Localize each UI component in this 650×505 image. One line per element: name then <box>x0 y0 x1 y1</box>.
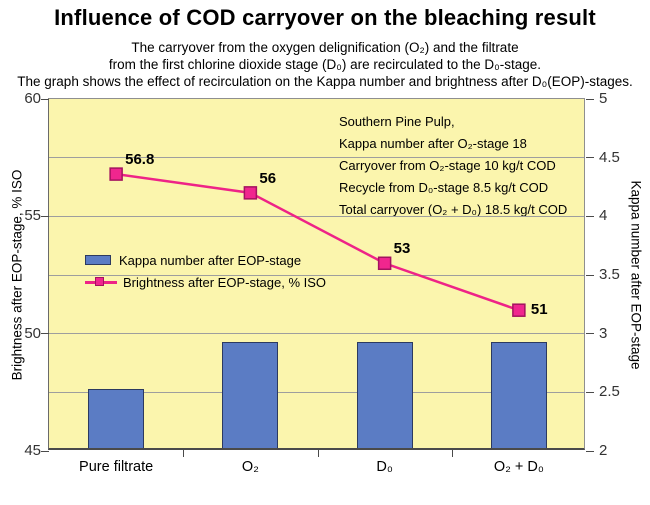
gridline <box>49 157 584 159</box>
legend: Kappa number after EOP-stage Brightness a… <box>85 249 326 293</box>
annotation-box: Southern Pine Pulp, Kappa number after O₂… <box>339 111 567 221</box>
left-axis-tick-label: 50 <box>24 324 41 342</box>
right-axis-title: Kappa number after EOP-stage <box>628 180 644 370</box>
annotation-line: Southern Pine Pulp, <box>339 114 455 129</box>
kappa-bar <box>356 342 413 448</box>
subtitle-line: from the first chlorine dioxide stage (D… <box>108 57 542 72</box>
right-tick-mark <box>586 98 594 100</box>
x-tick-mark <box>451 450 453 457</box>
legend-line-swatch <box>85 276 117 289</box>
right-axis-tick-label: 2.5 <box>599 383 620 401</box>
subtitle-line: The graph shows the effect of recirculat… <box>17 74 633 89</box>
x-tick-mark <box>317 450 319 457</box>
left-axis-tick-label: 60 <box>24 90 41 107</box>
annotation-line: Total carryover (O₂ + D₀) 18.5 kg/t COD <box>339 202 568 217</box>
kappa-bar <box>88 389 145 448</box>
legend-label: Kappa number after EOP-stage <box>119 252 302 268</box>
subtitle-line: The carryover from the oxygen delignific… <box>131 40 519 55</box>
gridline <box>49 333 584 335</box>
right-tick-mark <box>586 274 594 276</box>
plot-area: Kappa number after EOP-stage Brightness a… <box>24 90 620 475</box>
right-axis-tick-label: 3.5 <box>599 266 620 283</box>
gridline <box>49 215 584 217</box>
x-axis-category-label: O₂ + D₀ <box>493 459 544 475</box>
right-tick-mark <box>586 333 594 335</box>
gridline <box>49 274 584 276</box>
right-tick-mark <box>586 450 594 452</box>
legend-bar-swatch <box>85 255 111 265</box>
x-axis-category-label: O₂ <box>241 459 259 475</box>
left-axis-tick-label: 55 <box>24 207 41 225</box>
annotation-line: Kappa number after O₂-stage 18 <box>339 136 527 151</box>
legend-label: Brightness after EOP-stage, % ISO <box>123 274 327 290</box>
kappa-bar <box>490 342 547 448</box>
brightness-line <box>109 167 526 317</box>
left-axis-tick-label: 45 <box>24 442 41 459</box>
legend-item: Brightness after EOP-stage, % ISO <box>85 271 326 293</box>
x-axis-category-label: Pure filtrate <box>79 459 154 475</box>
chart-subtitle: The carryover from the oxygen delignific… <box>0 39 650 90</box>
point-value-label: 56 <box>259 169 277 187</box>
brightness-point <box>109 167 123 181</box>
legend-item: Kappa number after EOP-stage <box>85 249 326 271</box>
right-tick-mark <box>586 215 594 217</box>
x-axis-category-label: D₀ <box>376 459 393 475</box>
right-axis-tick-label: 5 <box>599 90 608 107</box>
legend-line-marker <box>95 276 104 286</box>
left-tick-mark <box>41 98 49 100</box>
brightness-point <box>377 256 392 271</box>
x-tick-mark <box>183 450 185 457</box>
point-value-label: 56.8 <box>125 151 155 169</box>
left-tick-mark <box>41 450 49 452</box>
right-tick-mark <box>586 157 594 159</box>
right-axis-tick-label: 4.5 <box>599 148 620 166</box>
brightness-point <box>512 303 526 317</box>
right-axis-tick-label: 2 <box>599 442 608 459</box>
point-value-label: 53 <box>393 240 411 258</box>
kappa-bar <box>222 342 279 448</box>
right-axis-tick-label: 3 <box>599 324 608 342</box>
chart-title: Influence of COD carryover on the bleach… <box>54 5 596 30</box>
left-tick-mark <box>41 215 49 217</box>
right-tick-mark <box>586 391 594 393</box>
annotation-line: Carryover from O₂-stage 10 kg/t COD <box>339 158 556 173</box>
annotation-line: Recycle from D₀-stage 8.5 kg/t COD <box>339 180 549 195</box>
left-axis-title: Brightness after EOP-stage, % ISO <box>9 169 25 381</box>
gridline <box>49 391 584 393</box>
brightness-point <box>243 186 258 200</box>
left-tick-mark <box>41 333 49 335</box>
right-axis-tick-label: 4 <box>599 207 608 225</box>
point-value-label: 51 <box>530 301 548 319</box>
